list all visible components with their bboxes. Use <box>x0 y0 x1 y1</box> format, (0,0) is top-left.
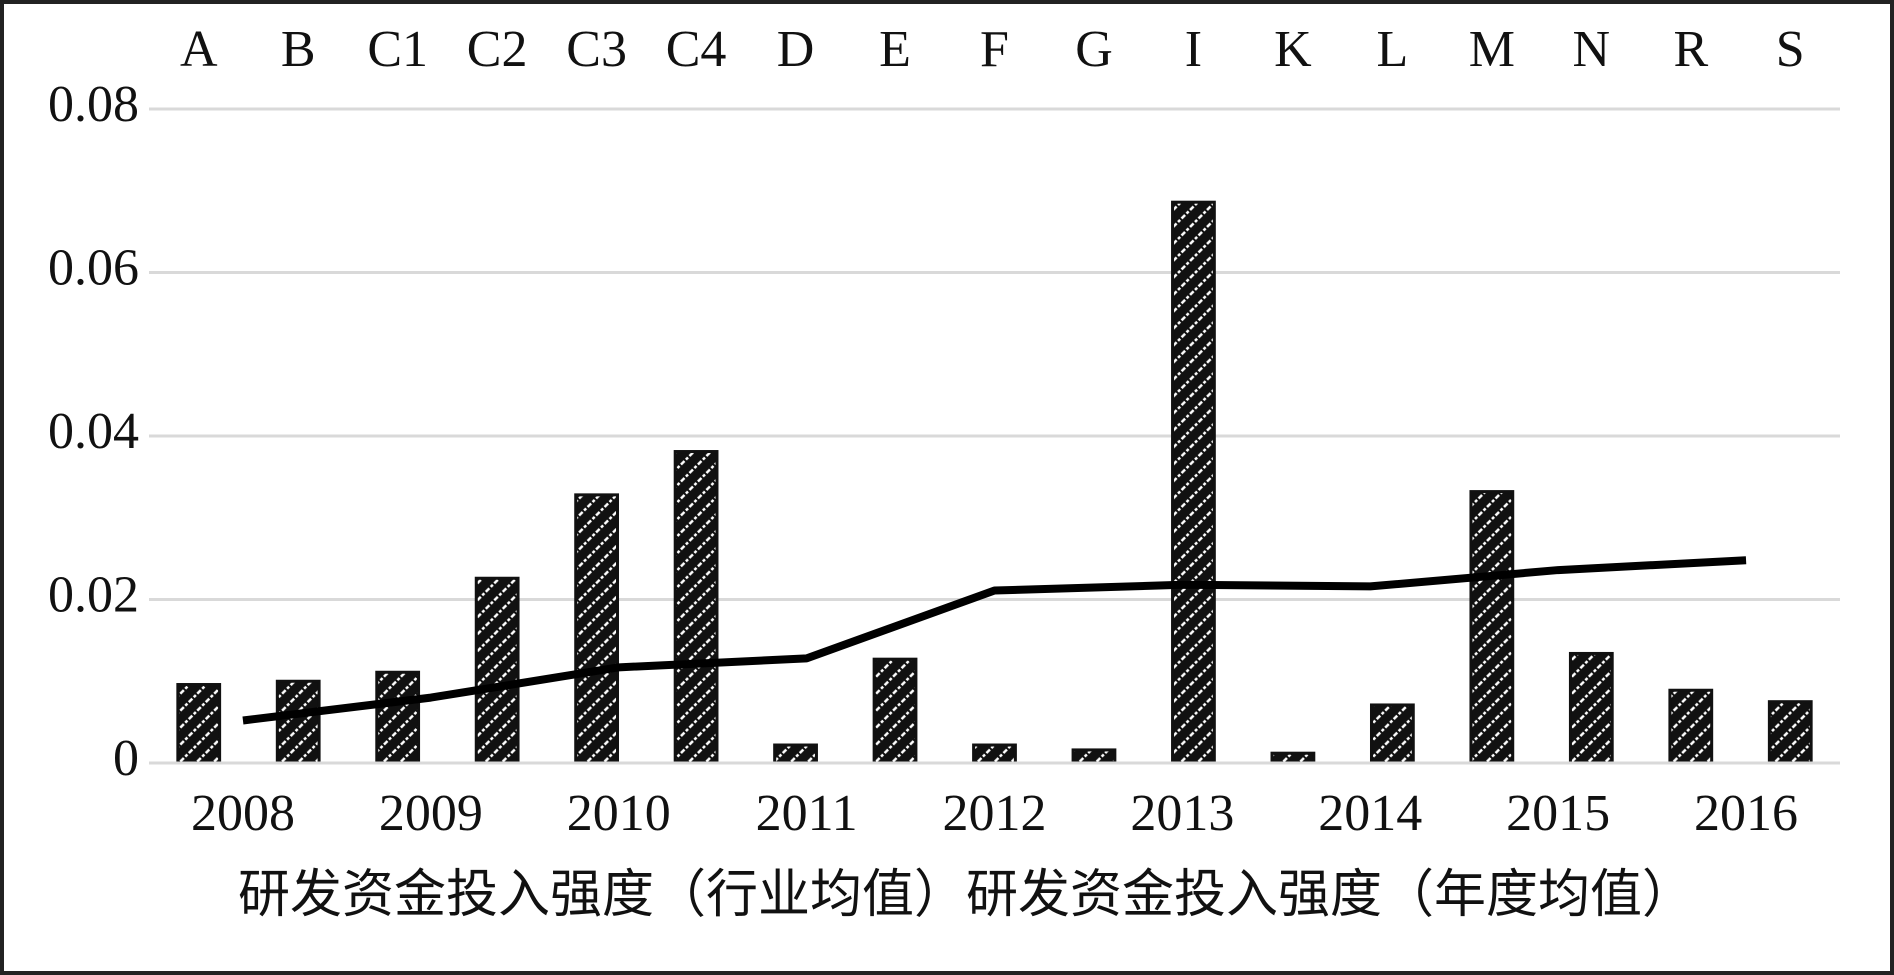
x-tick-label: M <box>1469 21 1515 78</box>
x-tick-label: C1 <box>367 21 428 78</box>
x-tick-label: 2015 <box>1506 785 1610 842</box>
bar <box>972 743 1017 765</box>
bar <box>773 743 818 765</box>
x-tick-label: S <box>1776 21 1805 78</box>
bar <box>1369 703 1415 765</box>
y-tick-label: 0.02 <box>48 566 139 623</box>
x-tick-label: C4 <box>666 21 727 78</box>
bar <box>872 657 918 765</box>
x-tick-label: E <box>879 21 911 78</box>
bar <box>673 450 719 765</box>
y-tick-label: 0.06 <box>48 239 139 296</box>
legend-label: 研发资金投入强度（年度均值） <box>966 867 1694 924</box>
x-tick-label: L <box>1376 21 1408 78</box>
x-tick-label: 2013 <box>1130 785 1234 842</box>
bar <box>1171 200 1216 765</box>
bar <box>176 683 222 765</box>
x-tick-label: 2014 <box>1318 785 1422 842</box>
x-tick-label: B <box>281 21 316 78</box>
y-tick-label: 0 <box>113 730 139 787</box>
x-tick-label: K <box>1274 21 1312 78</box>
bar <box>1668 688 1714 765</box>
bar <box>474 576 520 765</box>
x-tick-label: I <box>1185 21 1202 78</box>
legend-label: 研发资金投入强度（行业均值） <box>238 867 966 924</box>
x-tick-label: 2016 <box>1694 785 1798 842</box>
x-tick-label: A <box>180 21 218 78</box>
x-tick-label: D <box>777 21 815 78</box>
x-tick-label: C3 <box>566 21 627 78</box>
bar <box>1767 700 1813 765</box>
x-tick-label: G <box>1075 21 1113 78</box>
y-tick-label: 0.08 <box>48 76 139 133</box>
x-tick-label: C2 <box>467 21 528 78</box>
x-tick-label: 2010 <box>567 785 671 842</box>
x-tick-label: R <box>1673 21 1708 78</box>
bar <box>375 670 421 765</box>
y-tick-label: 0.04 <box>48 403 139 460</box>
x-tick-label: N <box>1573 21 1611 78</box>
x-tick-label: F <box>980 21 1009 78</box>
x-tick-label: 2012 <box>943 785 1047 842</box>
bar <box>1568 651 1614 765</box>
bar <box>1071 748 1117 765</box>
x-tick-label: 2011 <box>756 785 858 842</box>
x-tick-label: 2009 <box>379 785 483 842</box>
bar <box>275 679 321 765</box>
bar <box>1469 490 1515 765</box>
x-tick-label: 2008 <box>191 785 295 842</box>
line <box>242 556 1747 725</box>
bar <box>574 493 620 765</box>
